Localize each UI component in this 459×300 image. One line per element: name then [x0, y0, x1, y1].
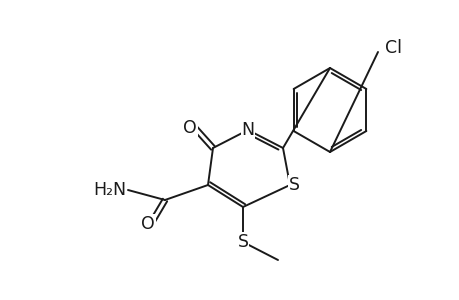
Text: O: O	[183, 119, 196, 137]
Text: S: S	[237, 233, 248, 251]
Text: N: N	[241, 121, 254, 139]
Text: Cl: Cl	[384, 39, 401, 57]
Text: S: S	[288, 176, 299, 194]
Text: O: O	[141, 215, 155, 233]
Text: H₂N: H₂N	[93, 181, 126, 199]
